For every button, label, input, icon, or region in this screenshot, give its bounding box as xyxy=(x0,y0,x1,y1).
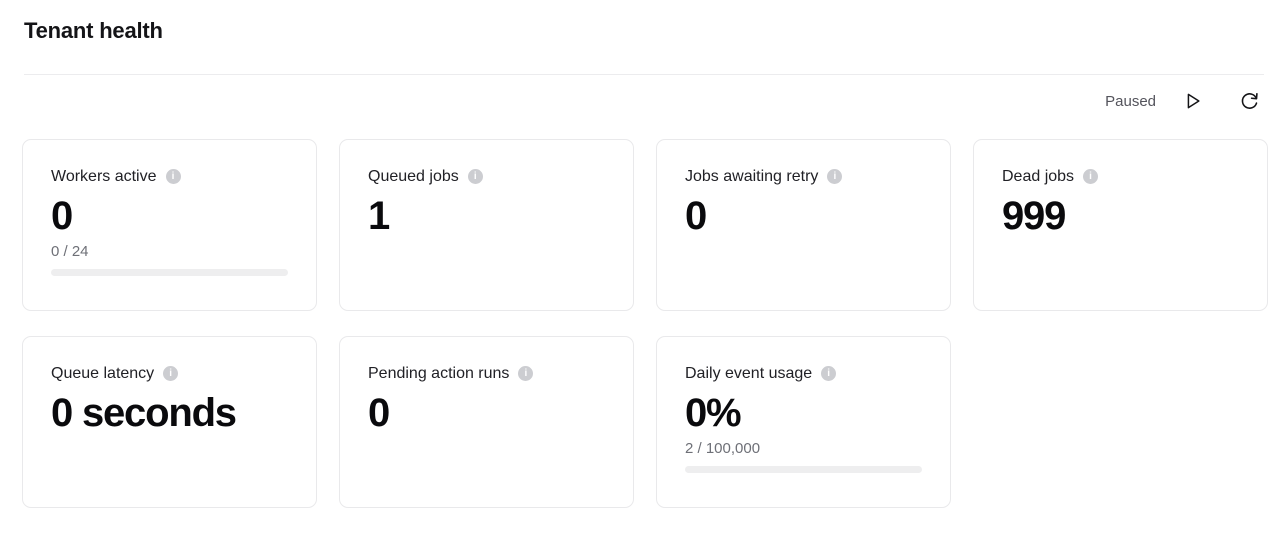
metric-value: 0% xyxy=(685,391,742,435)
metric-label: Pending action runs xyxy=(368,365,510,382)
metric-value: 1 xyxy=(368,194,390,238)
metric-subtext: 2 / 100,000 xyxy=(685,440,761,458)
metric-card-dead-jobs: Dead jobs i 999 xyxy=(973,139,1268,311)
metric-card-jobs-awaiting-retry: Jobs awaiting retry i 0 xyxy=(656,139,951,311)
metric-card-queue-latency: Queue latency i 0 seconds xyxy=(22,336,317,508)
metric-value: 0 seconds xyxy=(51,391,237,435)
metric-value: 0 xyxy=(685,194,707,238)
metric-label: Queue latency xyxy=(51,365,155,382)
refresh-button[interactable] xyxy=(1230,84,1268,118)
info-icon[interactable]: i xyxy=(518,366,534,381)
play-button[interactable] xyxy=(1174,84,1212,118)
info-icon[interactable]: i xyxy=(1083,169,1099,184)
page-title: Tenant health xyxy=(24,18,163,43)
refresh-icon xyxy=(1239,91,1259,111)
metric-label: Jobs awaiting retry xyxy=(685,168,819,185)
info-icon[interactable]: i xyxy=(821,366,837,381)
metric-card-workers-active: Workers active i 0 0 / 24 xyxy=(22,139,317,311)
play-icon xyxy=(1183,91,1203,111)
info-icon[interactable]: i xyxy=(467,169,483,184)
header-divider xyxy=(24,74,1264,75)
metric-card-daily-event-usage: Daily event usage i 0% 2 / 100,000 xyxy=(656,336,951,508)
info-icon[interactable]: i xyxy=(165,169,181,184)
info-icon[interactable]: i xyxy=(163,366,179,381)
metric-cards-grid: Workers active i 0 0 / 24 Queued jobs i … xyxy=(22,139,1268,508)
metric-label: Queued jobs xyxy=(368,168,459,185)
metric-card-pending-action-runs: Pending action runs i 0 xyxy=(339,336,634,508)
progress-track xyxy=(685,466,922,474)
metric-label: Dead jobs xyxy=(1002,168,1075,185)
metric-label: Daily event usage xyxy=(685,365,813,382)
metric-card-queued-jobs: Queued jobs i 1 xyxy=(339,139,634,311)
metric-subtext: 0 / 24 xyxy=(51,243,89,261)
metric-value: 0 xyxy=(51,194,73,238)
metric-value: 0 xyxy=(368,391,390,435)
metric-label: Workers active xyxy=(51,168,157,185)
toolbar: Paused xyxy=(0,75,1288,118)
paused-status-text: Paused xyxy=(1105,92,1156,110)
progress-track xyxy=(51,269,288,277)
metric-value: 999 xyxy=(1002,194,1066,238)
info-icon[interactable]: i xyxy=(827,169,843,184)
page-header: Tenant health xyxy=(0,0,1288,44)
